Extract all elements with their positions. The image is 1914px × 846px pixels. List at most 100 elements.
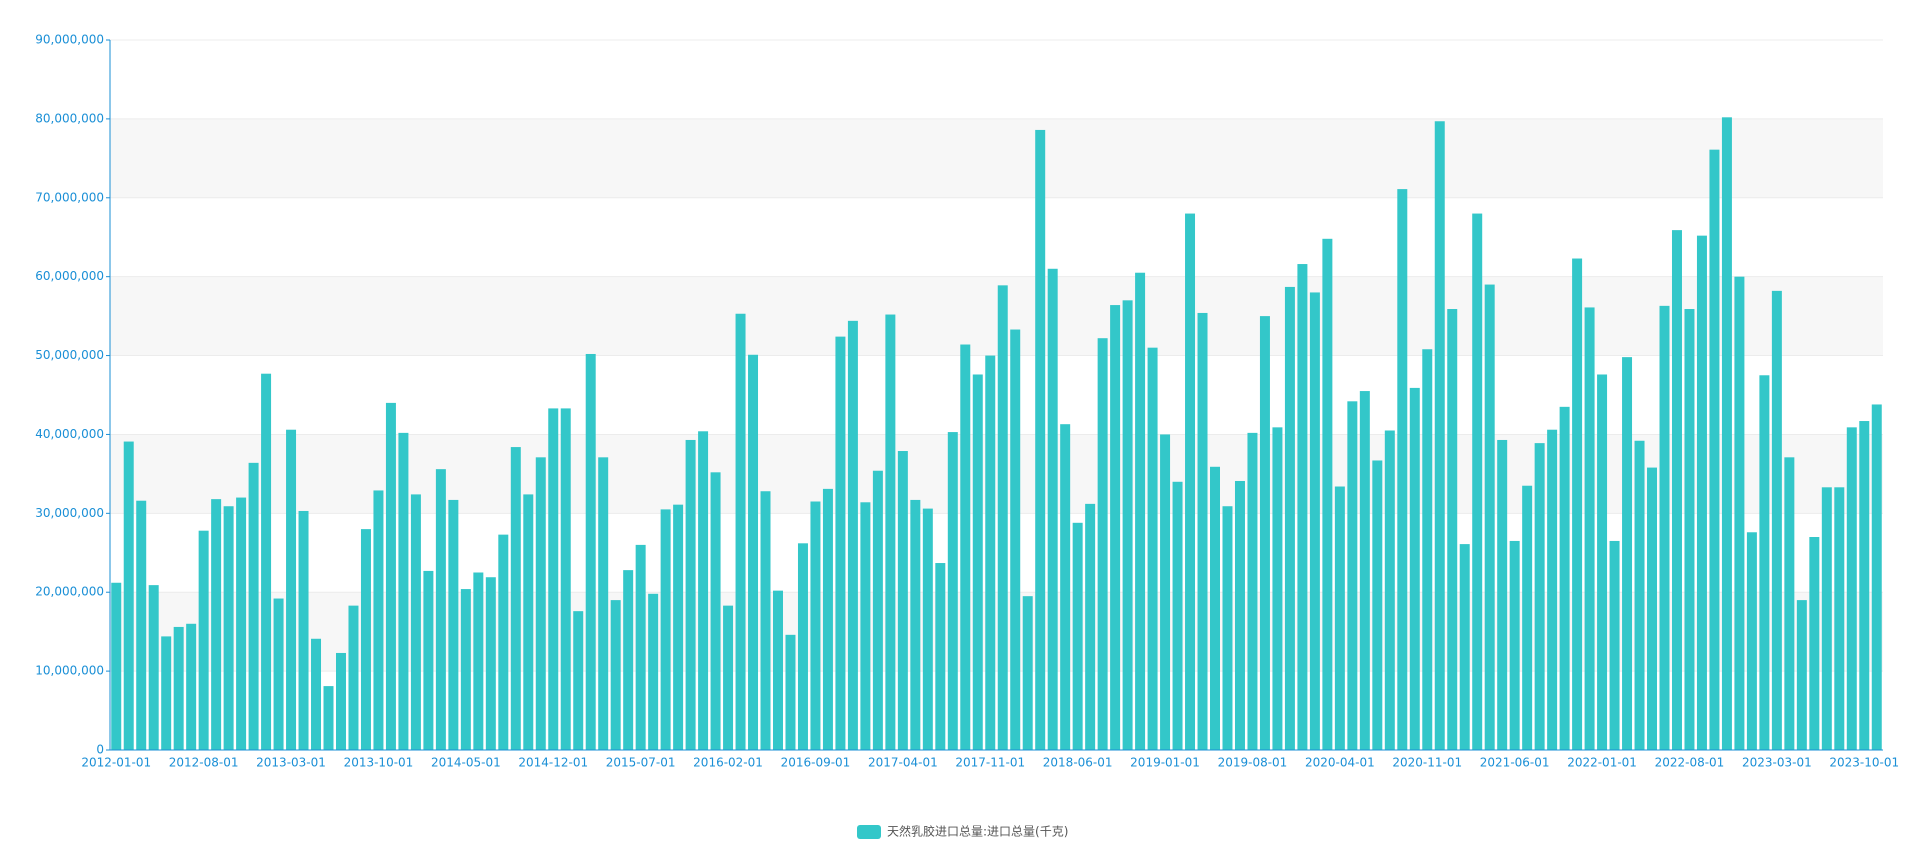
bar bbox=[885, 314, 896, 750]
bar bbox=[1771, 290, 1782, 750]
bar bbox=[585, 353, 596, 750]
bar bbox=[248, 462, 259, 750]
y-tick-label: 60,000,000 bbox=[35, 269, 104, 283]
bar bbox=[1284, 286, 1295, 750]
bar bbox=[348, 605, 359, 750]
bar bbox=[947, 432, 958, 750]
bar bbox=[286, 429, 297, 750]
bar bbox=[1185, 213, 1196, 751]
bar bbox=[535, 457, 546, 750]
bar bbox=[985, 355, 996, 750]
bar bbox=[1696, 235, 1707, 751]
bar bbox=[1035, 129, 1046, 750]
bar bbox=[1147, 347, 1158, 750]
bar bbox=[1072, 522, 1083, 750]
bar bbox=[186, 623, 197, 750]
bar bbox=[236, 497, 247, 750]
bar bbox=[1534, 443, 1545, 750]
x-tick-label: 2014-05-01 bbox=[431, 756, 501, 770]
bar bbox=[1422, 349, 1433, 750]
bar bbox=[523, 494, 534, 750]
bar bbox=[635, 544, 646, 750]
bar bbox=[1272, 427, 1283, 750]
bar bbox=[1859, 421, 1870, 750]
bar bbox=[223, 506, 234, 750]
bar bbox=[123, 441, 134, 750]
x-tick-label: 2017-11-01 bbox=[955, 756, 1025, 770]
bar bbox=[810, 501, 821, 750]
bar bbox=[1796, 600, 1807, 750]
bar bbox=[1434, 121, 1445, 750]
bar bbox=[1597, 374, 1608, 750]
bar bbox=[161, 636, 172, 750]
bar bbox=[1509, 540, 1520, 750]
bar bbox=[785, 634, 796, 750]
bar bbox=[1197, 312, 1208, 750]
bar bbox=[1247, 432, 1258, 750]
y-tick-label: 50,000,000 bbox=[35, 348, 104, 362]
x-tick-label: 2021-06-01 bbox=[1480, 756, 1550, 770]
bar bbox=[1359, 391, 1370, 750]
y-tick-label: 30,000,000 bbox=[35, 506, 104, 520]
bar bbox=[1622, 357, 1633, 750]
bar bbox=[410, 494, 421, 750]
bar bbox=[360, 529, 371, 750]
bar bbox=[1047, 268, 1058, 750]
bar bbox=[423, 570, 434, 750]
bar bbox=[510, 447, 521, 750]
bar bbox=[1309, 292, 1320, 750]
bar bbox=[1210, 466, 1220, 750]
x-tick-label: 2020-04-01 bbox=[1305, 756, 1375, 770]
bar bbox=[1160, 434, 1171, 750]
x-tick-label: 2023-03-01 bbox=[1742, 756, 1812, 770]
bar bbox=[1135, 272, 1146, 750]
bar bbox=[598, 457, 609, 750]
bar bbox=[298, 510, 309, 750]
bar bbox=[111, 582, 122, 750]
bar bbox=[198, 530, 209, 750]
y-tick-label: 0 bbox=[96, 743, 104, 757]
bar bbox=[660, 509, 671, 750]
bar bbox=[485, 577, 496, 750]
bar bbox=[1409, 387, 1420, 750]
bar bbox=[1085, 503, 1096, 750]
bar bbox=[1010, 329, 1021, 750]
bar bbox=[1447, 309, 1458, 750]
bar bbox=[498, 534, 509, 750]
bar bbox=[1834, 487, 1845, 750]
y-tick-label: 40,000,000 bbox=[35, 427, 104, 441]
bar bbox=[1122, 300, 1133, 750]
bar bbox=[822, 488, 833, 750]
x-tick-label: 2015-07-01 bbox=[606, 756, 676, 770]
legend-swatch bbox=[857, 825, 881, 839]
x-tick-label: 2016-02-01 bbox=[693, 756, 763, 770]
bar bbox=[261, 373, 272, 750]
bar bbox=[1022, 596, 1033, 750]
x-tick-label: 2023-10-01 bbox=[1829, 756, 1899, 770]
bar bbox=[935, 563, 946, 750]
split-area bbox=[110, 118, 1883, 198]
y-tick-label: 80,000,000 bbox=[35, 111, 104, 125]
bar bbox=[897, 451, 908, 750]
bar bbox=[1347, 401, 1358, 750]
y-tick-label: 20,000,000 bbox=[35, 585, 104, 599]
bar bbox=[1234, 480, 1245, 750]
bar bbox=[1472, 213, 1483, 751]
split-area bbox=[110, 276, 1883, 356]
bar bbox=[1572, 258, 1583, 750]
bar bbox=[1671, 230, 1682, 751]
bar bbox=[1634, 440, 1645, 750]
x-tick-label: 2012-01-01 bbox=[81, 756, 151, 770]
bar bbox=[1172, 481, 1183, 750]
bar bbox=[1497, 439, 1508, 750]
bar bbox=[473, 572, 484, 750]
bar bbox=[997, 285, 1008, 750]
bar bbox=[685, 439, 696, 750]
bar bbox=[148, 585, 159, 750]
bar bbox=[1222, 506, 1233, 750]
bar bbox=[560, 408, 571, 750]
x-tick-label: 2016-09-01 bbox=[781, 756, 851, 770]
bar bbox=[1584, 307, 1595, 750]
y-tick-label: 10,000,000 bbox=[35, 664, 104, 678]
bar bbox=[710, 472, 721, 750]
